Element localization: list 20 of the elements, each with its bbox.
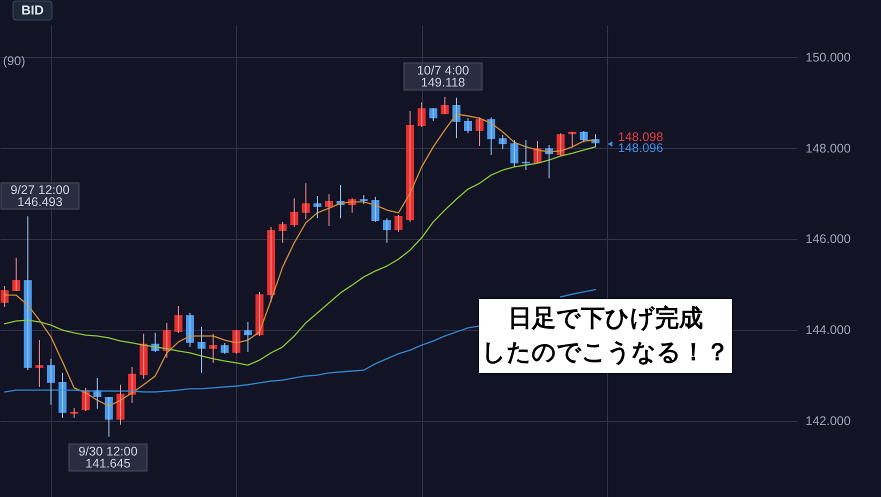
- annotation: 9/27 12:00 146.493: [10, 183, 70, 209]
- candlestick: [209, 333, 218, 364]
- annotation: (90): [3, 54, 26, 68]
- candlestick: [35, 340, 44, 388]
- candlestick: [278, 221, 287, 244]
- candlestick: [198, 326, 206, 374]
- annotation: 10/7 4:00 149.118: [416, 64, 470, 90]
- candlestick: [360, 194, 368, 205]
- y-tick-label: 148.000: [806, 141, 851, 156]
- candlestick: [220, 342, 229, 354]
- annotation: 9/30 12:00 141.645: [78, 444, 138, 470]
- y-tick-label: 142.000: [806, 414, 851, 428]
- y-tick-label: 146.000: [806, 232, 851, 246]
- y-tick-label: 144.000: [806, 323, 851, 338]
- candlestick: [70, 407, 78, 418]
- y-tick-label: 150.000: [806, 50, 851, 64]
- annotation: 日足で下ひげ完成したのでこうなる！？: [482, 304, 730, 366]
- text: 148.098: [618, 130, 664, 144]
- text: BID: [21, 2, 44, 18]
- text: 148.096: [618, 141, 664, 155]
